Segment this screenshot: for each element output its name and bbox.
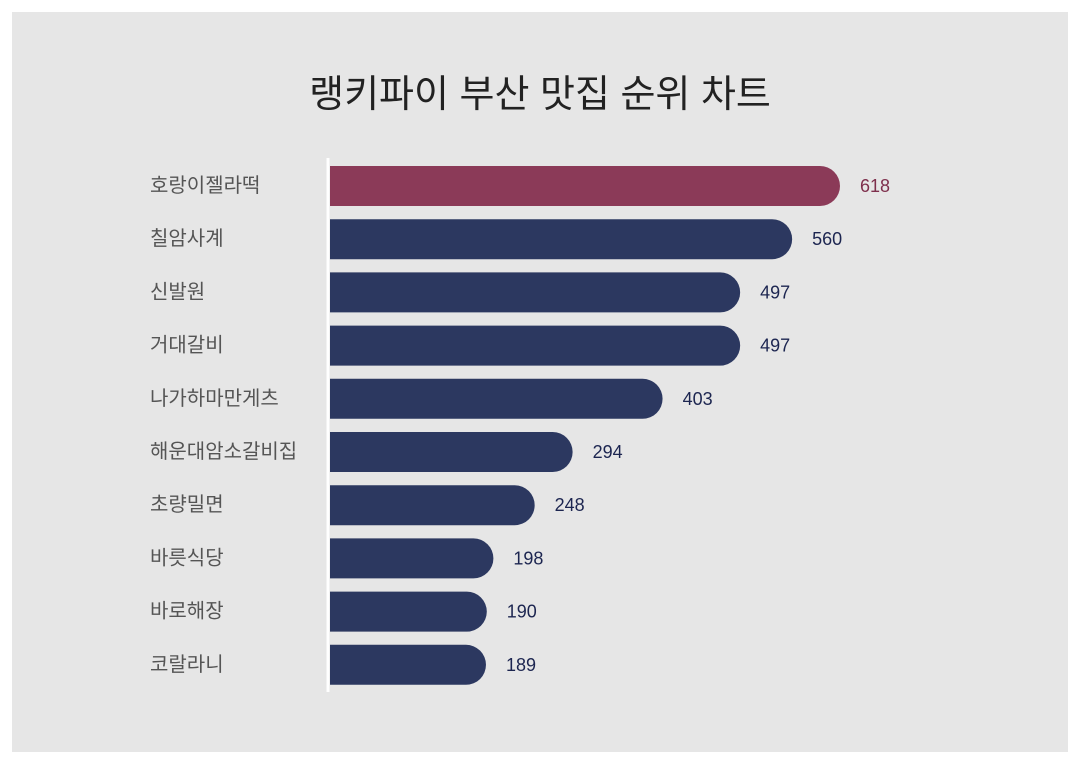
value-label: 560 [812, 229, 842, 249]
category-label: 바로해장 [150, 600, 224, 623]
bar [330, 432, 573, 472]
bars-group: 호랑이젤라떡 618 칠암사계 560 신발원 497 거대갈비 497 나가하마만게츠 403 해… [150, 166, 890, 685]
value-label: 248 [555, 495, 585, 515]
category-label: 바릇식당 [150, 546, 224, 569]
bar [330, 325, 741, 366]
category-label: 초량밀면 [150, 493, 224, 516]
value-label: 618 [860, 176, 890, 196]
value-label: 189 [506, 655, 536, 675]
value-label: 294 [593, 442, 623, 462]
bar [330, 644, 486, 685]
value-label: 497 [760, 282, 790, 302]
bar [330, 591, 487, 632]
bar [330, 485, 535, 526]
category-label: 나가하마만게츠 [150, 387, 279, 410]
value-label: 190 [507, 602, 537, 622]
category-label: 신발원 [150, 280, 205, 303]
chart-title: 랭키파이 부산 맛집 순위 차트 [309, 74, 771, 116]
category-label: 코랄라니 [150, 653, 224, 676]
bar [330, 272, 741, 313]
category-label: 거대갈비 [150, 334, 224, 357]
bar [330, 219, 793, 260]
value-label: 403 [683, 389, 713, 409]
value-label: 198 [513, 548, 543, 568]
bar [330, 166, 840, 206]
category-label: 해운대암소갈비집 [150, 440, 297, 463]
category-label: 호랑이젤라떡 [150, 174, 260, 197]
bar [330, 538, 494, 579]
category-label: 칠암사계 [150, 227, 224, 250]
value-label: 497 [760, 336, 790, 356]
bar [330, 378, 663, 419]
